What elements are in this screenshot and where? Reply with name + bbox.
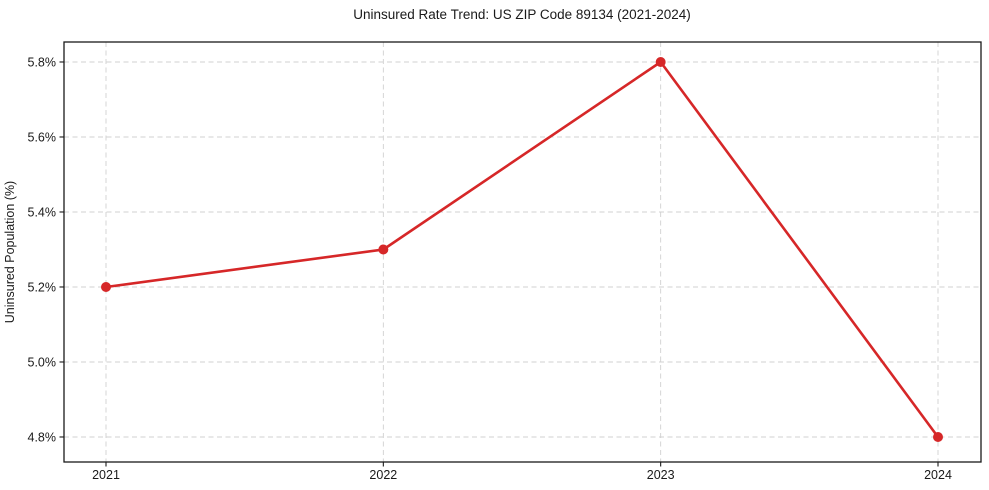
y-tick-label: 4.8% <box>28 430 57 444</box>
data-point-marker <box>378 244 389 255</box>
x-tick-label: 2024 <box>924 468 952 482</box>
x-tick-label: 2022 <box>369 468 397 482</box>
plot-content: 4.8% 5.0% 5.2% 5.4% 5.6% 5.8% 2021 2022 2023 2024 <box>28 41 982 482</box>
y-tick-label: 5.2% <box>28 280 57 294</box>
data-point-marker <box>933 431 943 442</box>
y-tick-label: 5.8% <box>28 55 57 69</box>
chart-title: Uninsured Rate Trend: US ZIP Code 89134 … <box>353 7 690 22</box>
y-tick-label: 5.0% <box>28 355 57 369</box>
data-point-marker <box>655 56 666 67</box>
y-tick-label: 5.4% <box>28 205 57 219</box>
axes-frame <box>63 41 982 463</box>
data-line <box>104 60 940 439</box>
y-axis-label: Uninsured Population (%) <box>3 181 17 323</box>
x-tick-label: 2023 <box>647 468 675 482</box>
data-point-marker <box>101 281 111 292</box>
y-tick-label: 5.6% <box>28 130 57 144</box>
x-tick-label: 2021 <box>92 468 120 482</box>
